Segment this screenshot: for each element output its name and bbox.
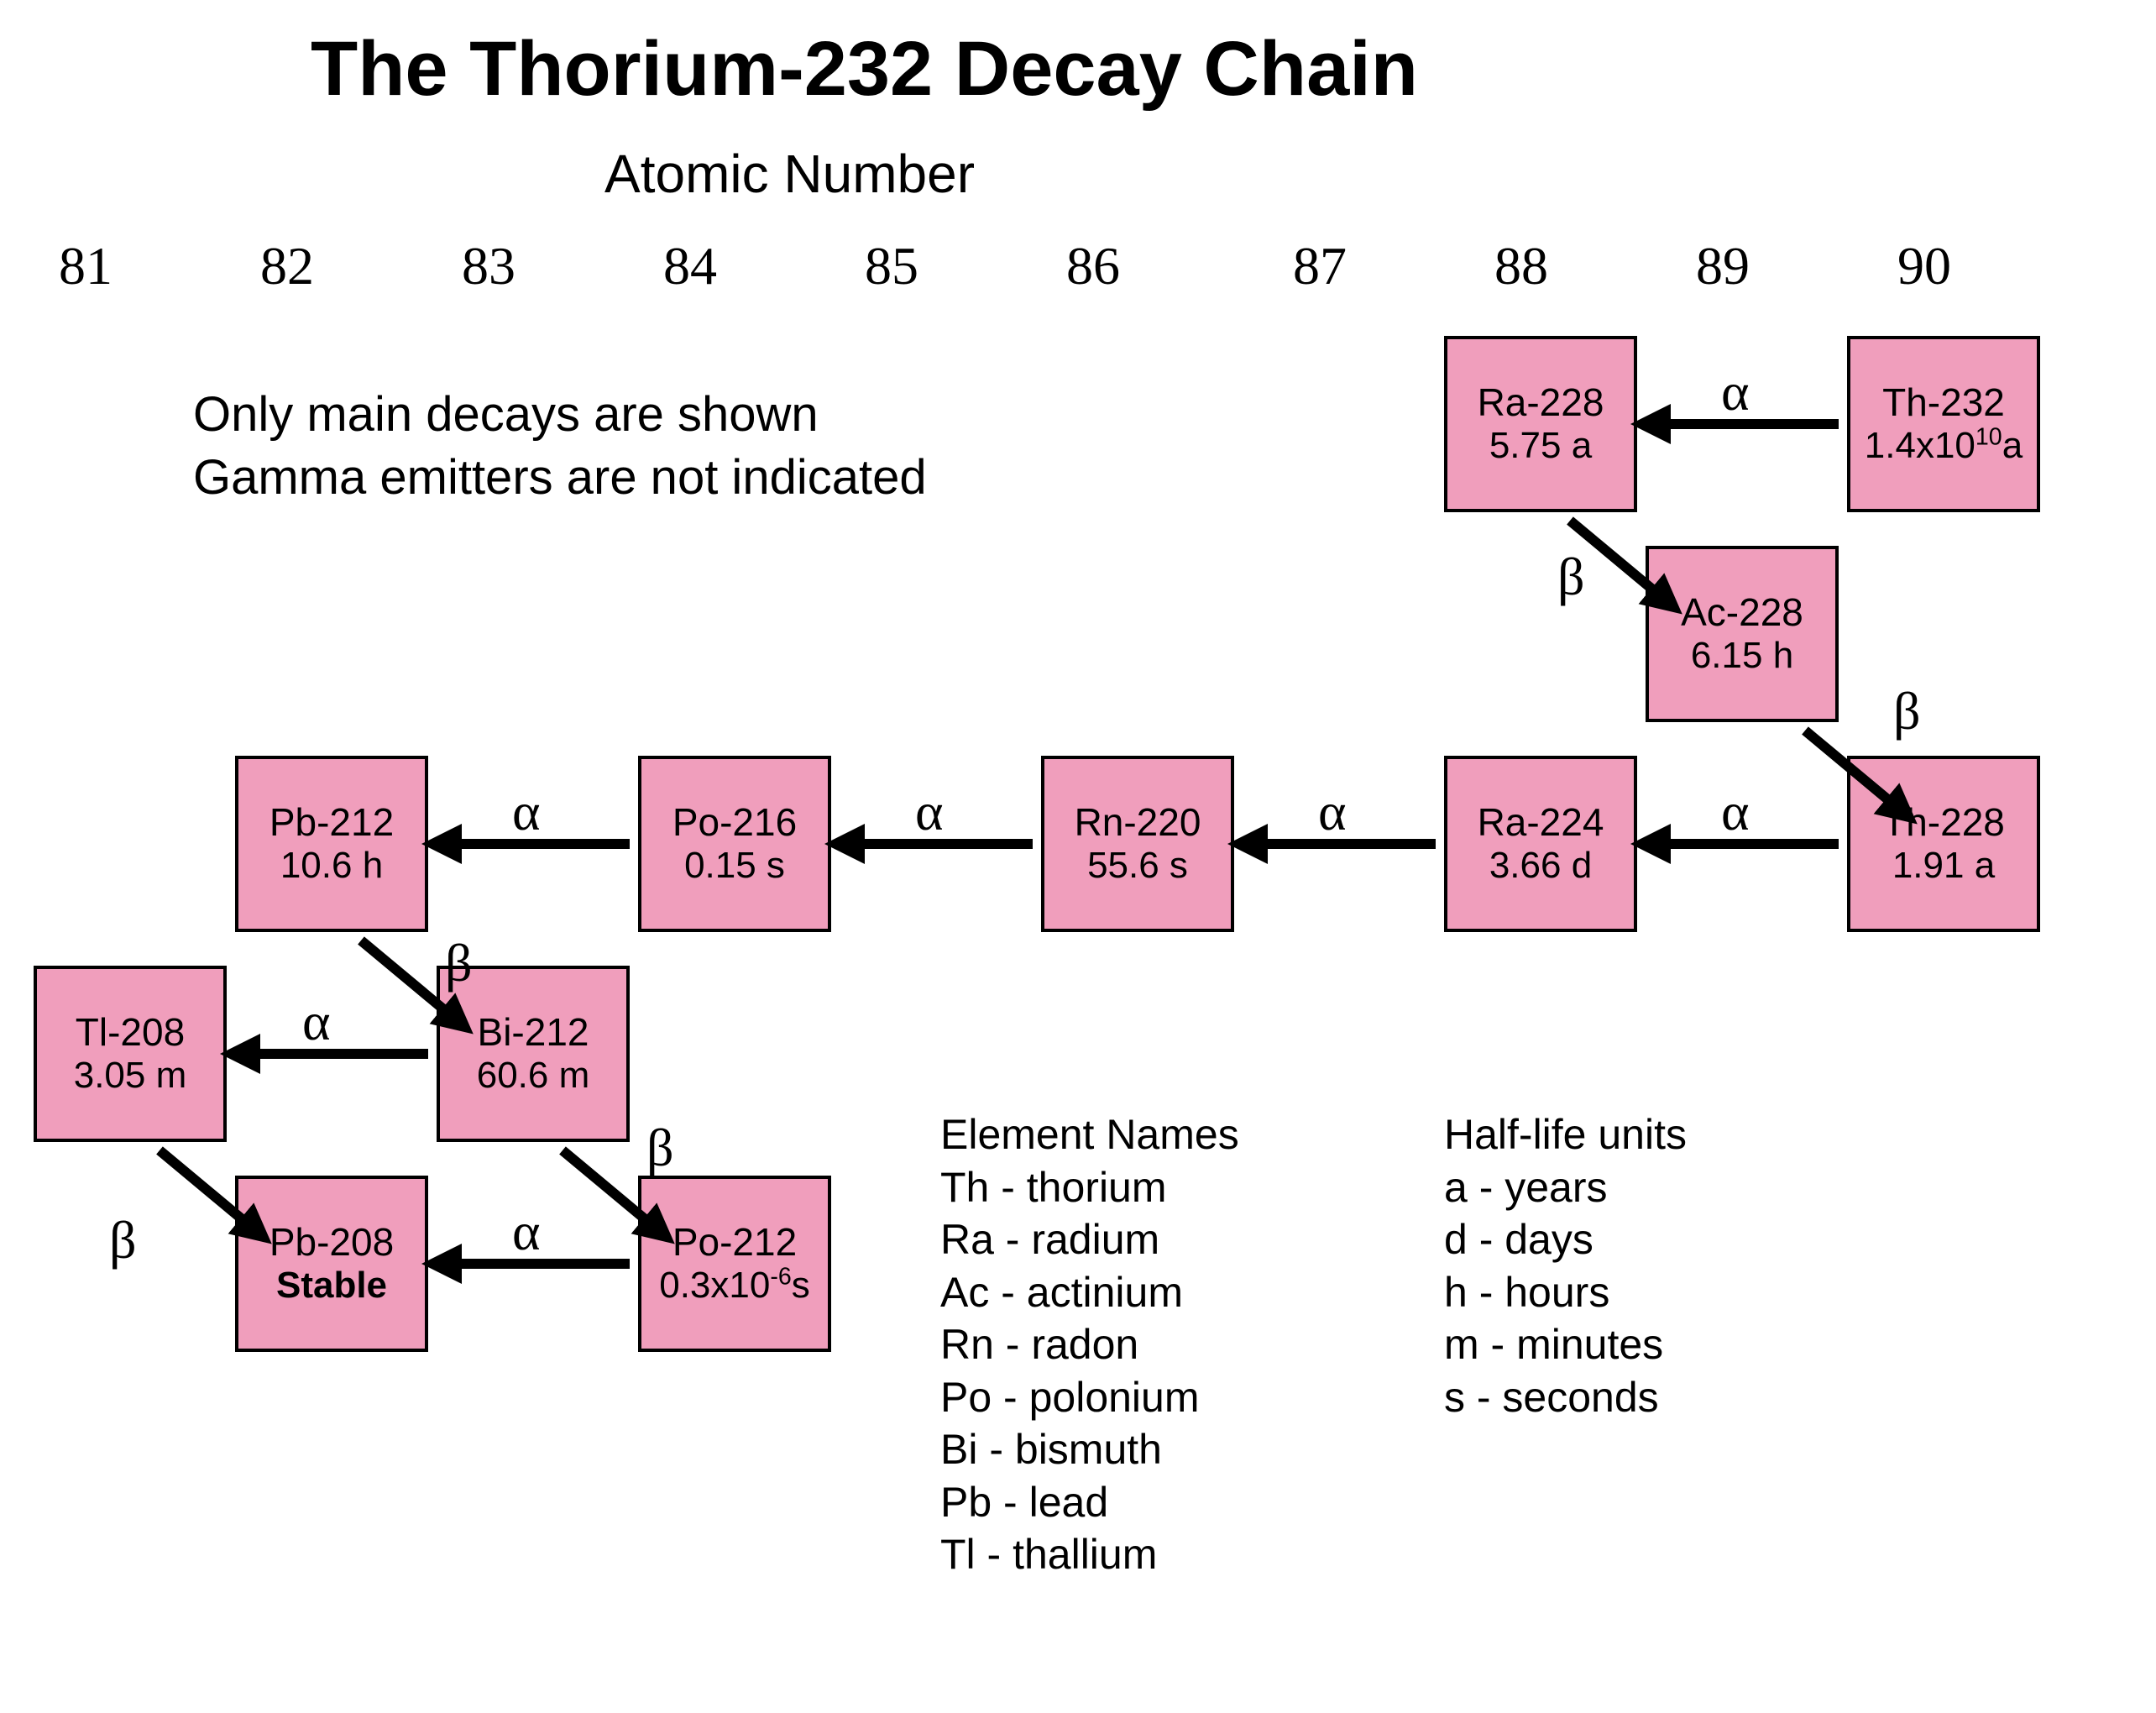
axis-number: 90 <box>1897 235 1951 297</box>
axis-number: 88 <box>1494 235 1548 297</box>
nuclide-halflife: 0.3x10-6s <box>659 1265 810 1307</box>
nuclide-name: Pb-212 <box>270 800 394 845</box>
beta-label: β <box>109 1209 137 1271</box>
alpha-label: α <box>1318 781 1347 843</box>
axis-number: 89 <box>1696 235 1750 297</box>
legend-line: s - seconds <box>1444 1371 1687 1424</box>
nuclide-name: Rn-220 <box>1075 800 1201 845</box>
note-text: Gamma emitters are not indicated <box>193 449 927 506</box>
alpha-label: α <box>1721 361 1750 423</box>
nuclide-halflife: 5.75 a <box>1489 425 1592 468</box>
nuclide-halflife: 55.6 s <box>1087 845 1188 888</box>
nuclide-halflife: 6.15 h <box>1691 635 1793 678</box>
nuclide-po216: Po-2160.15 s <box>638 756 831 932</box>
alpha-label: α <box>302 991 331 1053</box>
legend-line: Ra - radium <box>940 1213 1239 1266</box>
nuclide-po212: Po-2120.3x10-6s <box>638 1176 831 1352</box>
nuclide-name: Bi-212 <box>478 1010 589 1055</box>
nuclide-halflife: 60.6 m <box>477 1055 590 1097</box>
axis-number: 81 <box>59 235 113 297</box>
legend-line: Ac - actinium <box>940 1266 1239 1319</box>
nuclide-halflife: 3.05 m <box>74 1055 187 1097</box>
nuclide-name: Ra-228 <box>1478 380 1604 425</box>
legend-line: d - days <box>1444 1213 1687 1266</box>
legend-line: a - years <box>1444 1161 1687 1214</box>
legend-block: Half-life unitsa - yearsd - daysh - hour… <box>1444 1108 1687 1423</box>
alpha-label: α <box>512 1201 541 1263</box>
nuclide-pb208: Pb-208Stable <box>235 1176 428 1352</box>
legend-line: Pb - lead <box>940 1476 1239 1529</box>
nuclide-ra224: Ra-2243.66 d <box>1444 756 1637 932</box>
legend-line: Tl - thallium <box>940 1528 1239 1581</box>
nuclide-th228: Th-2281.91 a <box>1847 756 2040 932</box>
nuclide-name: Ac-228 <box>1681 590 1803 635</box>
legend-line: Rn - radon <box>940 1318 1239 1371</box>
axis-number: 84 <box>663 235 717 297</box>
nuclide-name: Po-216 <box>672 800 797 845</box>
nuclide-halflife: 1.4x1010a <box>1865 425 2023 468</box>
legend-line: Po - polonium <box>940 1371 1239 1424</box>
legend-title: Half-life units <box>1444 1108 1687 1161</box>
axis-number: 82 <box>260 235 314 297</box>
nuclide-halflife: 0.15 s <box>684 845 785 888</box>
nuclide-name: Tl-208 <box>76 1010 185 1055</box>
beta-label: β <box>1557 546 1585 608</box>
legend-line: h - hours <box>1444 1266 1687 1319</box>
legend-line: m - minutes <box>1444 1318 1687 1371</box>
nuclide-tl208: Tl-2083.05 m <box>34 966 227 1142</box>
nuclide-name: Po-212 <box>672 1220 797 1265</box>
alpha-label: α <box>915 781 944 843</box>
beta-label: β <box>646 1117 674 1179</box>
diagram-title: The Thorium-232 Decay Chain <box>311 25 1418 113</box>
diagram-canvas: The Thorium-232 Decay Chain Atomic Numbe… <box>0 0 2156 1713</box>
nuclide-ac228: Ac-2286.15 h <box>1646 546 1839 722</box>
nuclide-pb212: Pb-21210.6 h <box>235 756 428 932</box>
legend-line: Th - thorium <box>940 1161 1239 1214</box>
axis-number: 83 <box>462 235 515 297</box>
nuclide-halflife: 1.91 a <box>1892 845 1995 888</box>
nuclide-halflife: 10.6 h <box>280 845 383 888</box>
nuclide-name: Pb-208 <box>270 1220 394 1265</box>
note-text: Only main decays are shown <box>193 386 819 443</box>
nuclide-halflife: Stable <box>276 1265 387 1307</box>
nuclide-th232: Th-2321.4x1010a <box>1847 336 2040 512</box>
axis-number: 86 <box>1066 235 1120 297</box>
alpha-label: α <box>512 781 541 843</box>
legend-block: Element NamesTh - thoriumRa - radiumAc -… <box>940 1108 1239 1581</box>
legend-title: Element Names <box>940 1108 1239 1161</box>
axis-number: 87 <box>1293 235 1347 297</box>
axis-number: 85 <box>865 235 918 297</box>
legend-line: Bi - bismuth <box>940 1423 1239 1476</box>
beta-label: β <box>1893 680 1921 742</box>
nuclide-ra228: Ra-2285.75 a <box>1444 336 1637 512</box>
alpha-label: α <box>1721 781 1750 843</box>
nuclide-rn220: Rn-22055.6 s <box>1041 756 1234 932</box>
axis-label: Atomic Number <box>604 143 975 205</box>
beta-label: β <box>445 932 473 994</box>
nuclide-name: Th-232 <box>1882 380 2005 425</box>
nuclide-name: Th-228 <box>1882 800 2005 845</box>
nuclide-name: Ra-224 <box>1478 800 1604 845</box>
nuclide-halflife: 3.66 d <box>1489 845 1592 888</box>
